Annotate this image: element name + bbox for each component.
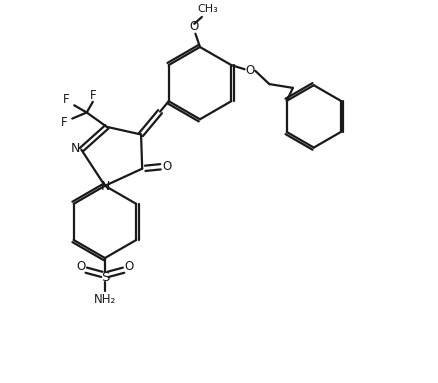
Text: O: O [77,260,86,273]
Text: N: N [71,142,80,155]
Text: S: S [101,270,109,283]
Text: O: O [246,64,255,77]
Text: F: F [90,88,97,101]
Text: O: O [190,20,199,33]
Text: N: N [101,180,110,193]
Text: F: F [63,93,70,106]
Text: O: O [124,260,133,273]
Text: CH₃: CH₃ [198,4,219,15]
Text: NH₂: NH₂ [94,293,116,306]
Text: F: F [60,116,67,129]
Text: O: O [162,160,172,173]
